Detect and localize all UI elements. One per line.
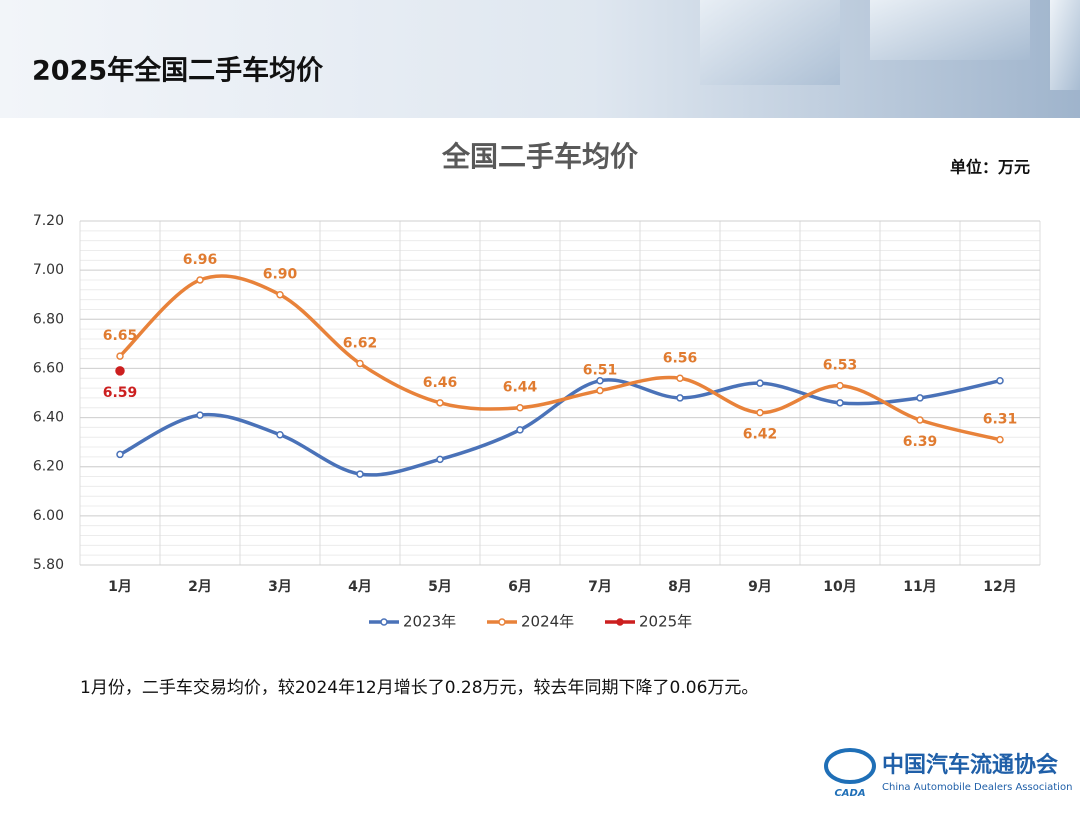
data-label: 6.65 bbox=[103, 328, 138, 344]
note: 1月份，二手车交易均价，较2024年12月增长了0.28万元，较去年同期下降了0… bbox=[80, 678, 758, 698]
decor bbox=[1050, 0, 1080, 90]
logo: CADA 中国汽车流通协会 China Automobile Dealers A… bbox=[824, 748, 1072, 799]
point bbox=[436, 399, 444, 407]
x-tick-label: 7月 bbox=[588, 579, 612, 595]
data-label: 6.46 bbox=[423, 375, 458, 391]
series-line bbox=[118, 274, 1002, 442]
point bbox=[836, 381, 844, 390]
plot: 5.80 6.00 6.20 6.40 6.60 6.80 7.00 7.20 1月 2月 3月 4月… bbox=[33, 213, 1041, 631]
point bbox=[756, 379, 764, 387]
y-tick-label: 6.60 bbox=[33, 360, 64, 376]
data-label: 6.51 bbox=[583, 363, 618, 379]
legend-dot bbox=[498, 618, 506, 626]
point bbox=[196, 411, 204, 419]
legend-dot bbox=[616, 618, 624, 626]
data-label: 6.39 bbox=[903, 434, 938, 450]
org-en: China Automobile Dealers Association bbox=[882, 782, 1072, 793]
y-tick-label: 6.40 bbox=[33, 410, 64, 426]
point bbox=[916, 416, 924, 424]
y-tick-label: 7.20 bbox=[33, 213, 64, 229]
x-tick-label: 6月 bbox=[508, 579, 532, 595]
point bbox=[916, 394, 924, 402]
data-label: 6.53 bbox=[823, 358, 858, 374]
point bbox=[996, 376, 1004, 385]
legend-dot bbox=[380, 618, 388, 626]
chart-title: 全国二手车均价 bbox=[441, 140, 639, 173]
point bbox=[115, 366, 125, 376]
x-tick-label: 3月 bbox=[268, 579, 292, 595]
data-label: 6.44 bbox=[503, 380, 538, 396]
data-label: 6.31 bbox=[983, 412, 1018, 428]
data-label: 6.96 bbox=[183, 252, 218, 268]
point bbox=[116, 352, 124, 360]
point bbox=[516, 403, 524, 412]
point bbox=[756, 408, 764, 417]
logo-mark bbox=[824, 748, 876, 784]
logo-text: CADA bbox=[834, 788, 865, 799]
x-tick-label: 12月 bbox=[983, 579, 1016, 595]
x-tick-label: 2月 bbox=[188, 579, 212, 595]
point bbox=[996, 435, 1004, 444]
point bbox=[196, 276, 204, 284]
x-tick-label: 5月 bbox=[428, 579, 452, 595]
point bbox=[596, 376, 604, 385]
point bbox=[836, 399, 844, 407]
y-tick-label: 5.80 bbox=[33, 557, 64, 573]
data-label: 6.59 bbox=[103, 385, 138, 401]
data-label: 6.42 bbox=[743, 427, 778, 443]
x-tick-label: 4月 bbox=[348, 579, 372, 595]
legend-label: 2025年 bbox=[639, 613, 692, 631]
slide-title: 2025年全国二手车均价 bbox=[32, 55, 324, 87]
point bbox=[356, 470, 364, 478]
y-tick-label: 6.20 bbox=[33, 459, 64, 475]
x-tick-label: 10月 bbox=[823, 579, 856, 595]
point bbox=[676, 374, 684, 383]
legend-label: 2023年 bbox=[403, 613, 456, 631]
data-label: 6.90 bbox=[263, 267, 298, 283]
org-cn: 中国汽车流通协会 bbox=[882, 752, 1058, 778]
x-tick-label: 8月 bbox=[668, 579, 692, 595]
decor bbox=[700, 0, 840, 85]
x-tick-label: 9月 bbox=[748, 579, 772, 595]
x-tick-label: 1月 bbox=[108, 579, 132, 595]
y-tick-label: 6.00 bbox=[33, 508, 64, 524]
data-label: 6.56 bbox=[663, 350, 698, 366]
y-tick-label: 7.00 bbox=[33, 262, 64, 278]
point bbox=[276, 290, 284, 299]
point bbox=[516, 426, 524, 434]
point bbox=[356, 359, 364, 368]
y-tick-label: 6.80 bbox=[33, 311, 64, 327]
point bbox=[116, 450, 124, 459]
unit-label: 单位：万元 bbox=[950, 158, 1030, 177]
point bbox=[596, 386, 604, 395]
point bbox=[276, 431, 284, 439]
x-tick-label: 11月 bbox=[903, 579, 936, 595]
legend-label: 2024年 bbox=[521, 613, 574, 631]
point bbox=[676, 394, 684, 402]
decor bbox=[870, 0, 1030, 60]
data-label: 6.62 bbox=[343, 336, 378, 352]
point bbox=[436, 455, 444, 464]
